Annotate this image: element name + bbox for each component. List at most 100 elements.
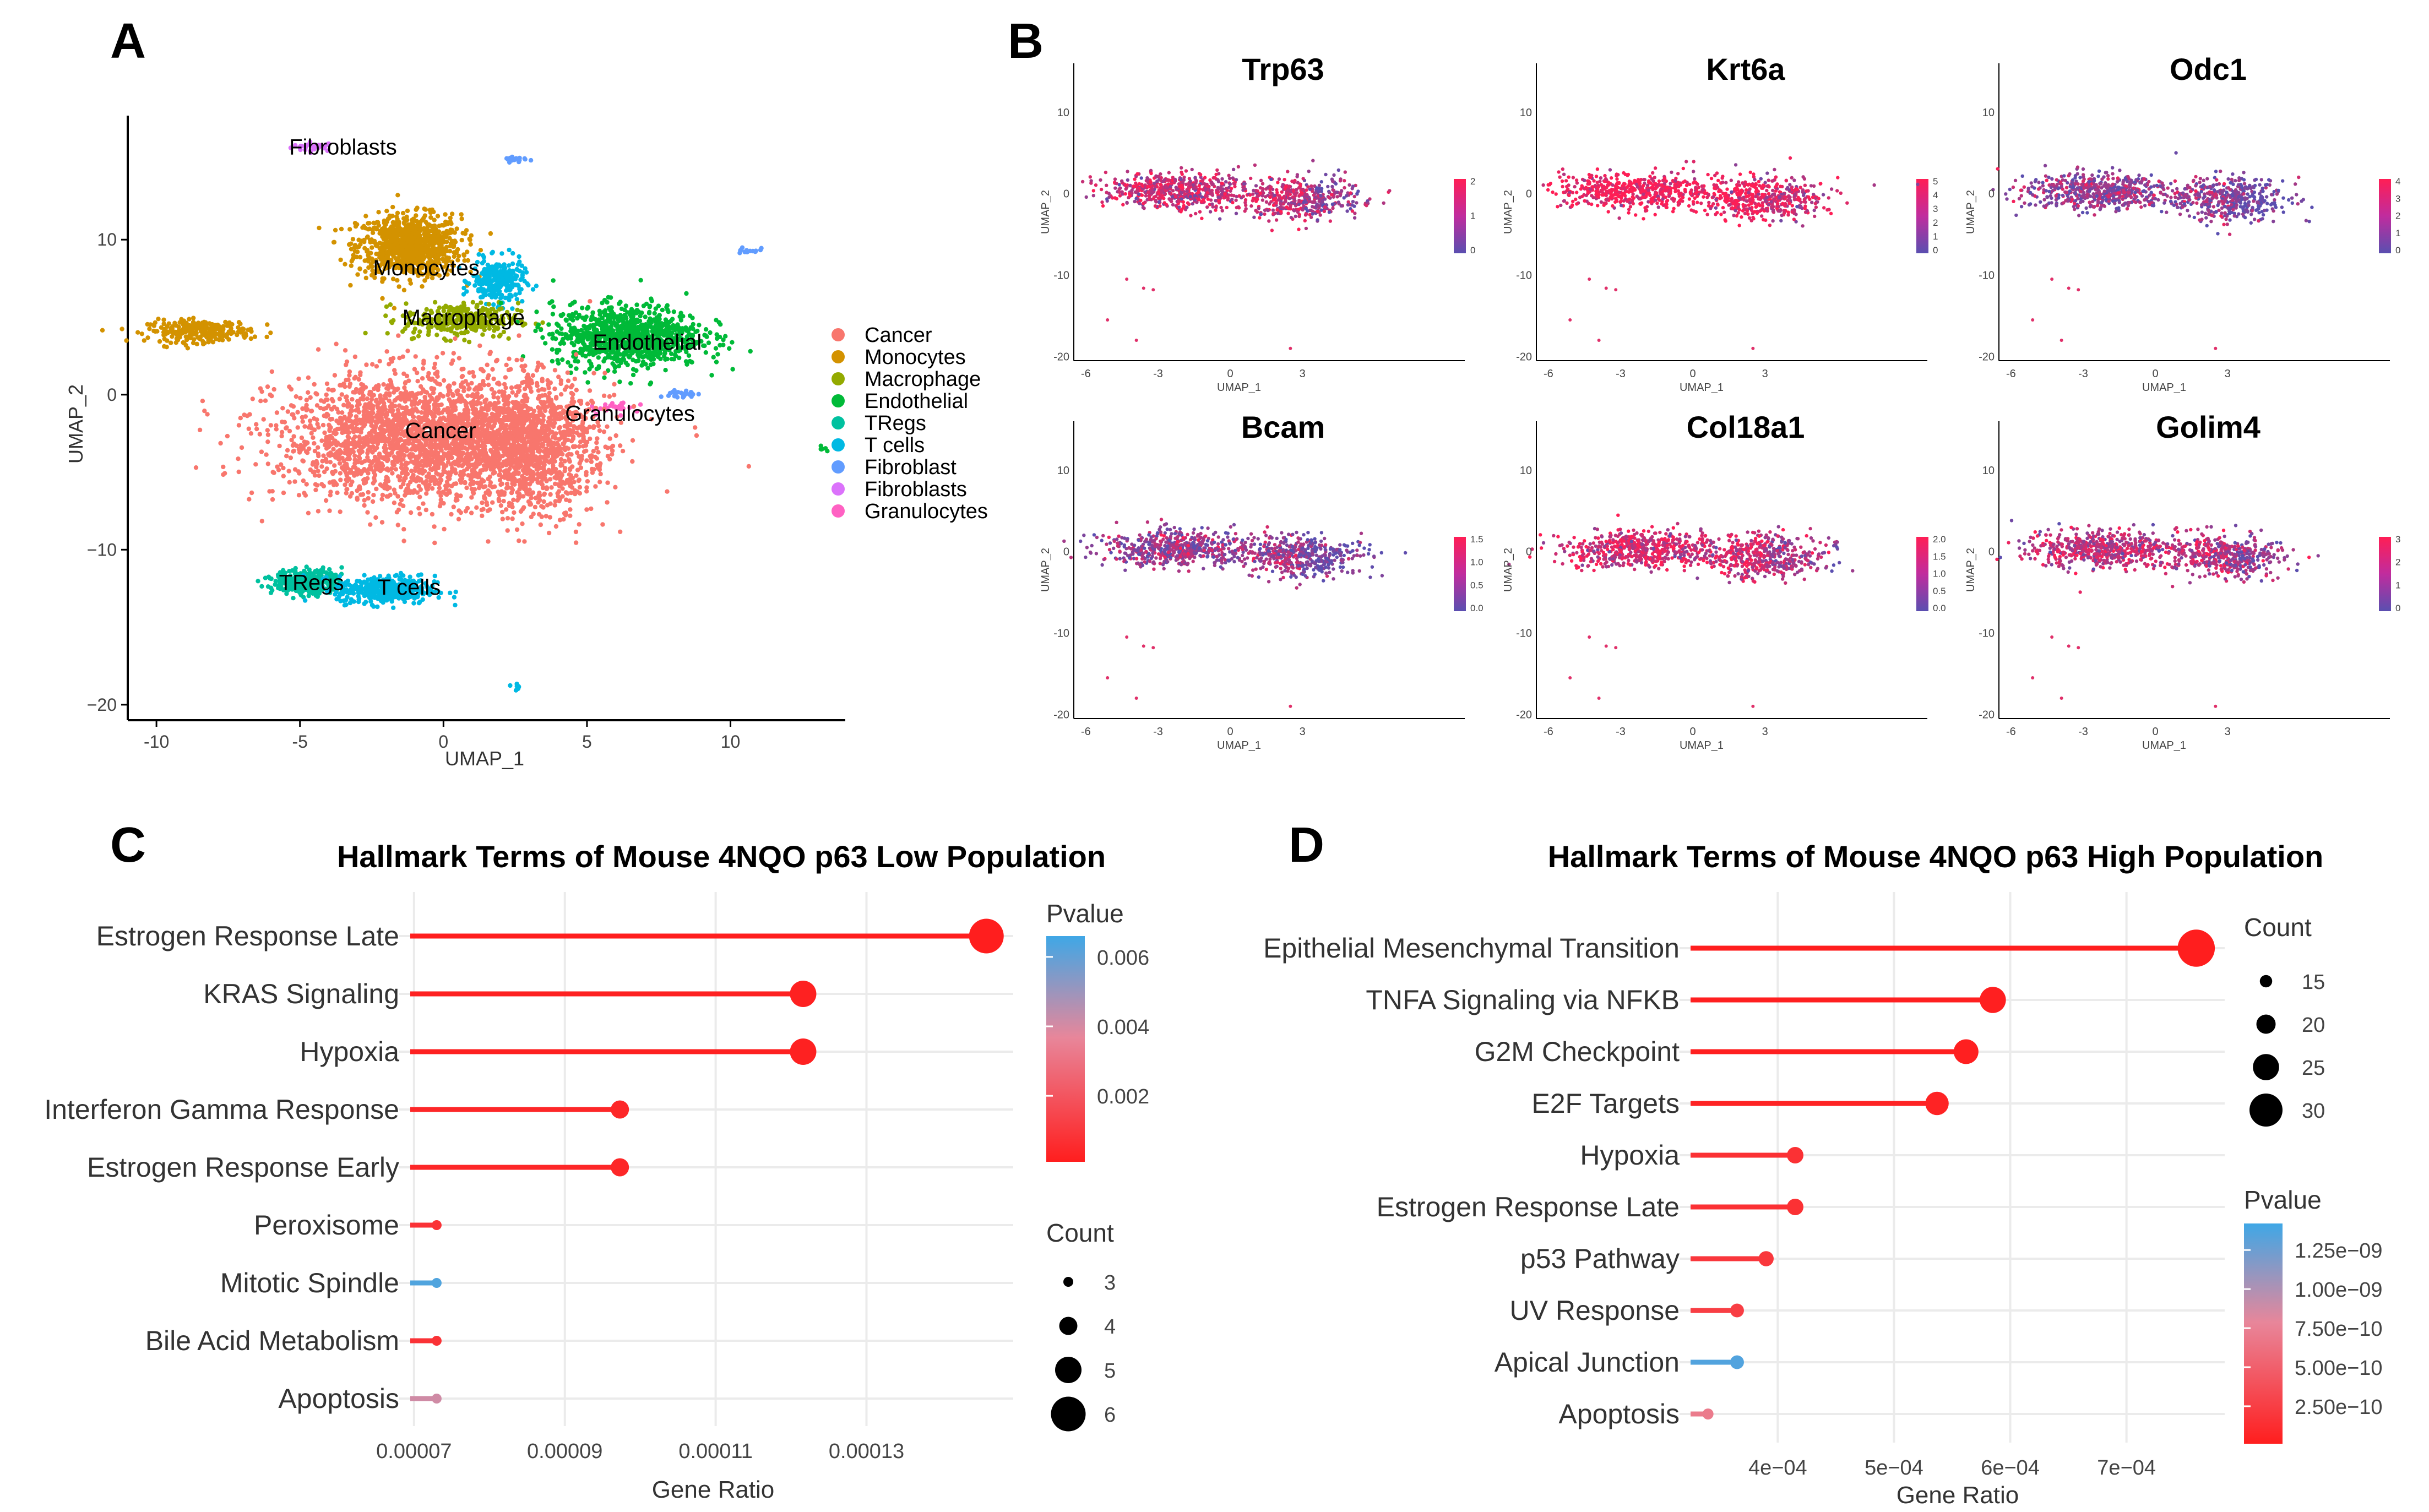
umap-point [703, 327, 709, 332]
umap-point [310, 462, 316, 467]
umap-point [391, 232, 396, 237]
umap-point [334, 341, 339, 346]
umap-point [428, 210, 433, 215]
umap-point [649, 298, 654, 303]
umap-point [362, 503, 367, 508]
umap-point [570, 318, 575, 323]
umap-point [327, 508, 332, 513]
umap-point [602, 375, 607, 380]
umap-point [300, 419, 305, 424]
umap-point [447, 236, 452, 241]
umap-point [485, 266, 490, 272]
umap-point [607, 394, 612, 399]
umap-point [417, 494, 422, 499]
umap-point [393, 467, 398, 472]
umap-point [246, 426, 251, 431]
umap-point [493, 275, 498, 280]
umap-point [550, 312, 556, 317]
umap-point [292, 479, 297, 484]
umap-point [582, 323, 586, 329]
umap-point [558, 392, 564, 397]
umap-point [395, 494, 400, 499]
umap-point [329, 396, 335, 402]
umap-point [510, 390, 515, 395]
umap-point [615, 323, 620, 328]
umap-point [259, 449, 264, 454]
umap-point [589, 364, 594, 369]
umap-point [357, 254, 363, 260]
umap-point [413, 354, 418, 359]
umap-point [390, 204, 395, 210]
umap-point [408, 281, 413, 286]
umap-point [497, 472, 502, 477]
umap-point [397, 477, 403, 483]
umap-point [504, 362, 509, 367]
umap-point [480, 332, 485, 337]
umap-point [316, 347, 321, 352]
umap-point [226, 323, 231, 328]
umap-point [257, 432, 262, 437]
umap-point [265, 432, 271, 437]
umap-point [455, 498, 460, 503]
umap-point [435, 374, 440, 379]
umap-point [492, 400, 497, 406]
umap-point [556, 361, 561, 366]
umap-point [395, 523, 400, 527]
umap-point [506, 336, 511, 341]
umap-point [703, 350, 709, 355]
umap-point [238, 330, 243, 335]
umap-point [430, 512, 435, 517]
umap-point [285, 409, 290, 414]
umap-point [442, 407, 447, 412]
umap-point [372, 448, 377, 453]
panel-letter-c: C [110, 818, 146, 873]
panel-a-points [100, 139, 830, 693]
umap-point [472, 283, 477, 288]
umap-point [409, 246, 414, 251]
umap-point [258, 399, 263, 404]
umap-point [385, 331, 390, 336]
umap-point [488, 350, 493, 355]
umap-point [469, 510, 474, 515]
umap-point [730, 340, 735, 345]
umap-point [345, 487, 350, 492]
umap-point [597, 308, 602, 313]
umap-point [269, 369, 274, 374]
umap-point [715, 352, 720, 357]
umap-point [352, 441, 357, 446]
umap-point [309, 431, 314, 436]
umap-point [607, 317, 612, 322]
umap-point [335, 490, 340, 496]
umap-point [344, 491, 349, 496]
umap-point [623, 303, 629, 308]
panel-letter-d: D [1289, 818, 1324, 873]
umap-point [449, 211, 455, 216]
umap-point [312, 441, 317, 446]
umap-point [611, 320, 617, 325]
umap-point [249, 490, 254, 496]
umap-point [430, 376, 435, 382]
umap-point [401, 503, 406, 508]
umap-point [187, 317, 192, 322]
umap-point [687, 392, 692, 397]
umap-point [520, 275, 525, 280]
umap-point [443, 212, 448, 217]
umap-point [652, 311, 657, 316]
umap-point [558, 341, 563, 346]
umap-point [165, 324, 170, 329]
umap-point [605, 300, 610, 305]
umap-point [618, 360, 624, 366]
umap-point [672, 388, 677, 393]
umap-point [180, 330, 185, 335]
umap-point [540, 320, 545, 325]
umap-point [636, 358, 641, 363]
umap-point [567, 322, 572, 327]
umap-point [442, 526, 447, 532]
panel-letter-b: B [1008, 14, 1044, 69]
umap-point [748, 349, 753, 354]
umap-point [480, 281, 485, 287]
umap-point [574, 339, 579, 344]
umap-point [325, 397, 330, 403]
umap-point [470, 300, 475, 305]
